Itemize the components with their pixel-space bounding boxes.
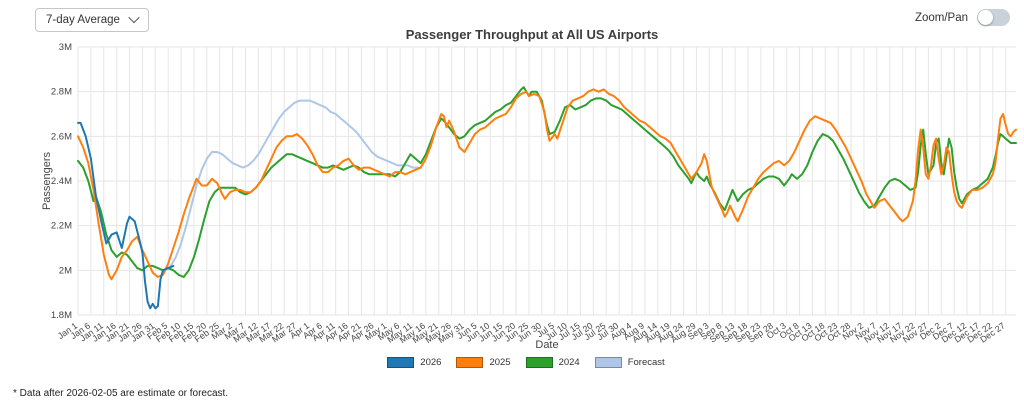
legend-swatch-icon [525,357,553,368]
legend: 2026 2025 2024 Forecast [14,357,1024,368]
y-tick-label: 3M [59,42,72,53]
y-tick-label: 2.4M [51,176,72,187]
zoom-pan-toggle[interactable] [977,9,1010,26]
y-tick-label: 1.8M [51,310,72,321]
y-tick-label: 2.6M [51,131,72,142]
legend-item-2024[interactable]: 2024 [525,357,580,368]
legend-item-2025[interactable]: 2025 [456,357,511,368]
average-window-select[interactable]: 7-day Average [35,8,149,32]
legend-item-forecast[interactable]: Forecast [594,357,665,368]
legend-label: 2026 [420,357,442,368]
series-line-2026 [77,121,175,310]
legend-label: 2024 [558,357,580,368]
y-axis-title: Passengers [41,151,53,210]
series-line-forecast [169,99,422,267]
legend-label: Forecast [627,357,665,368]
legend-swatch-icon [594,357,622,368]
legend-swatch-icon [456,357,484,368]
chart-title: Passenger Throughput at All US Airports [406,27,659,42]
y-tick-label: 2.8M [51,87,72,98]
y-tick-label: 2M [59,265,72,276]
legend-swatch-icon [387,357,415,368]
chevron-down-icon [128,11,140,23]
legend-label: 2025 [489,357,511,368]
y-tick-label: 2.2M [51,221,72,232]
toggle-knob-icon [978,10,993,25]
average-window-select-value: 7-day Average [46,14,120,26]
zoom-pan-control: Zoom/Pan [915,9,1010,26]
legend-item-2026[interactable]: 2026 [387,357,441,368]
zoom-pan-label: Zoom/Pan [914,11,968,24]
footnote: * Data after 2026-02-05 are estimate or … [13,388,229,399]
series-line-2024 [77,86,1017,278]
x-axis-title: Date [535,339,558,351]
series-line-2025 [77,88,1017,281]
